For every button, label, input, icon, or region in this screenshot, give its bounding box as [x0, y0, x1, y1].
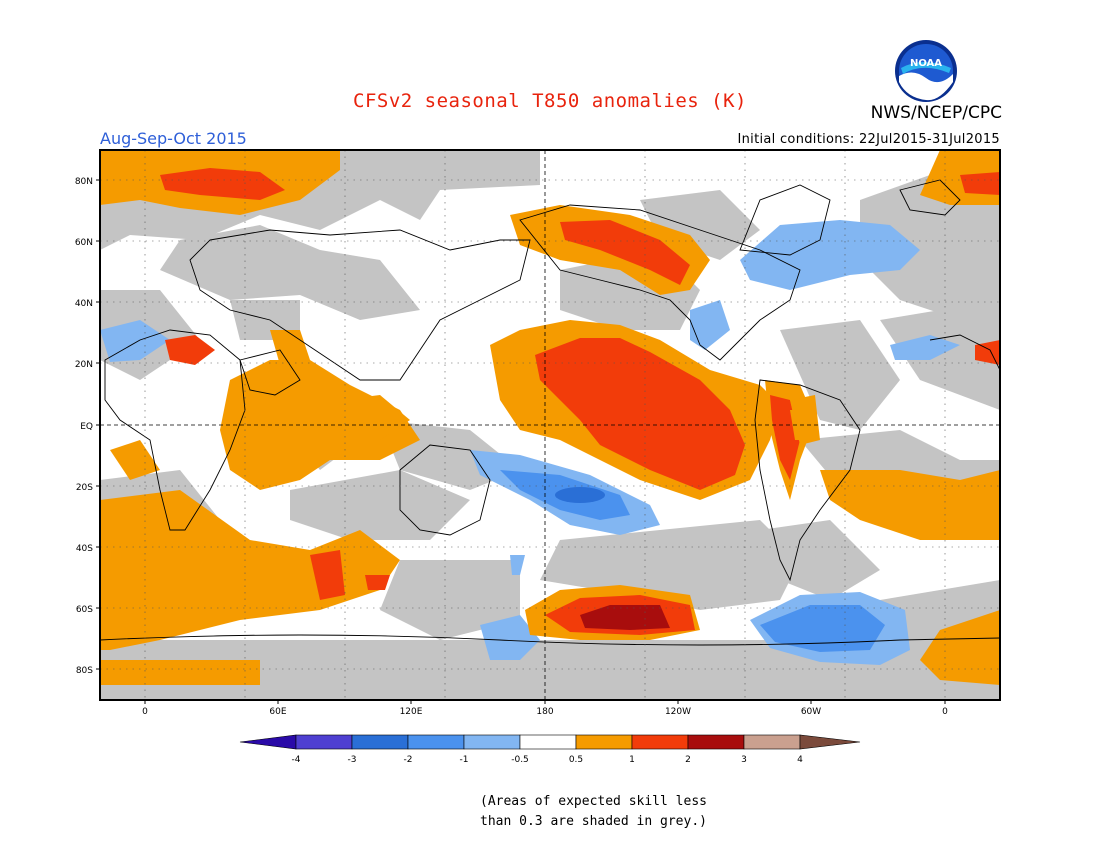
- lon-label: 120W: [665, 707, 691, 717]
- colorbar-swatch: [239, 734, 297, 750]
- latitude-ticks: [96, 179, 100, 670]
- map-title: CFSv2 seasonal T850 anomalies (K): [353, 90, 747, 112]
- noaa-logo-icon: NOAA: [895, 40, 957, 102]
- lat-label: 40N: [75, 299, 93, 309]
- lon-label: 60E: [269, 707, 286, 717]
- colorbar-swatch: [575, 734, 633, 750]
- lon-label: 120E: [400, 707, 423, 717]
- lat-label: 60S: [76, 605, 93, 615]
- colorbar-swatch: [631, 734, 689, 750]
- colorbar-swatch: [295, 734, 353, 750]
- skill-note-line: (Areas of expected skill less: [480, 794, 707, 809]
- colorbar-swatch: [687, 734, 745, 750]
- lat-label: 80S: [76, 666, 93, 676]
- colorbar-label: -3: [348, 755, 357, 765]
- coastlines: [100, 179, 1000, 646]
- colorbar-swatch: [407, 734, 465, 750]
- lat-label: EQ: [80, 422, 93, 432]
- lat-label: 60N: [75, 238, 93, 248]
- lat-label: 20N: [75, 360, 93, 370]
- season-label: Aug-Sep-Oct 2015: [100, 129, 247, 148]
- longitude-labels: 0 60E 120E 180 120W 60W 0: [142, 707, 948, 717]
- colorbar-label: -4: [292, 755, 301, 765]
- colorbar-swatch: [743, 734, 801, 750]
- colorbar-label: -2: [404, 755, 413, 765]
- lon-label: 0: [142, 707, 148, 717]
- lat-label: 40S: [76, 544, 93, 554]
- lat-label: 20S: [76, 483, 93, 493]
- colorbar-label: -0.5: [511, 755, 529, 765]
- agency-label: NWS/NCEP/CPC: [870, 103, 1002, 123]
- colorbar-label: 4: [797, 755, 803, 765]
- longitude-ticks: [144, 700, 946, 704]
- colorbar-swatch: [519, 734, 577, 750]
- graticule: [100, 150, 1000, 700]
- colorbar-label: 3: [741, 755, 747, 765]
- lon-label: 60W: [801, 707, 821, 717]
- colorbar-swatch: [799, 734, 861, 750]
- skill-note-line: than 0.3 are shaded in grey.): [480, 814, 707, 829]
- skill-note: (Areas of expected skill less than 0.3 a…: [480, 792, 740, 832]
- negative-anomaly-areas: [100, 220, 960, 665]
- lon-label: 180: [536, 707, 553, 717]
- colorbar-label: 2: [685, 755, 691, 765]
- colorbar-label: 1: [629, 755, 635, 765]
- colorbar-swatch: [351, 734, 409, 750]
- colorbar-label: 0.5: [569, 755, 583, 765]
- colorbar-labels: -4 -3 -2 -1 -0.5 0.5 1 2 3 4: [292, 755, 804, 765]
- lat-label: 80N: [75, 177, 93, 187]
- noaa-logo-text: NOAA: [910, 58, 942, 69]
- colorbar-swatch: [463, 734, 521, 750]
- equator-dateline: [100, 150, 1000, 700]
- anomaly-shading: [100, 150, 1000, 700]
- colorbar-label: -1: [460, 755, 469, 765]
- initial-conditions-label: Initial conditions: 22Jul2015-31Jul2015: [737, 132, 1000, 147]
- colorbar: [239, 734, 861, 750]
- latitude-labels: 80N 60N 40N 20N EQ 20S 40S 60S 80S: [75, 177, 93, 676]
- lon-label: 0: [942, 707, 948, 717]
